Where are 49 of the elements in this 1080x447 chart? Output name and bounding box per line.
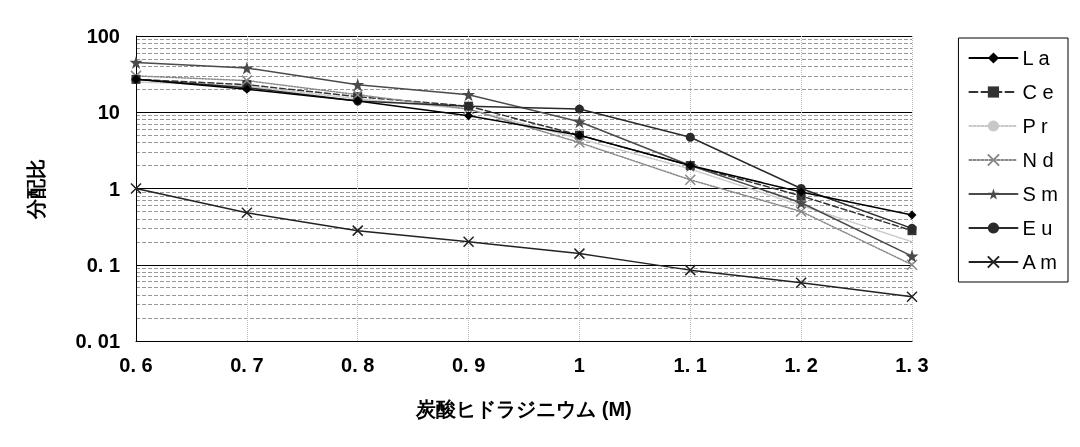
point [573,247,586,260]
legend-label: L a [1022,47,1051,69]
point [351,88,364,101]
y-tick-label: 100 [86,25,120,47]
y-axis-title: 分配比 [25,158,47,220]
point [684,174,697,186]
point [796,187,806,197]
point [684,264,697,276]
y-tick-label: 0. 1 [86,253,120,276]
y-tick-label: 0. 01 [75,330,120,352]
x-tick-label: 1. 2 [784,354,818,376]
x-tick-label: 1. 3 [895,354,929,376]
point [906,259,918,271]
legend-label: S m [1022,183,1059,205]
legend-label: C e [1022,81,1054,103]
legend-label: P r [1022,115,1048,137]
x-tick-label: 0. 6 [119,354,153,376]
point [794,196,808,210]
point [572,115,586,129]
point [685,132,695,142]
point [905,249,919,263]
x-tick-label: 0. 9 [451,354,486,376]
legend-label: N d [1022,149,1054,171]
x-axis-title: 炭酸ヒドラジニウム (M) [415,398,632,420]
point [241,207,253,219]
point [462,236,475,248]
point [574,104,584,114]
point [462,103,475,115]
point [129,55,143,69]
x-tick-label: 0. 8 [341,354,375,376]
point [241,74,253,87]
point [464,111,474,121]
point [907,210,917,220]
x-tick-label: 1. 1 [673,354,707,376]
point [573,136,586,149]
point [906,291,918,303]
legend-label: E u [1022,217,1053,239]
point [795,205,807,218]
legend-label: A m [1022,251,1057,273]
x-tick-label: 1 [573,354,585,376]
point [795,277,807,289]
point [462,88,476,102]
y-tick-label: 1 [108,177,120,200]
point [130,182,142,195]
point [240,61,254,75]
point [351,78,365,92]
y-tick-label: 10 [97,101,120,124]
point [351,224,364,237]
x-tick-label: 0. 7 [230,354,264,376]
